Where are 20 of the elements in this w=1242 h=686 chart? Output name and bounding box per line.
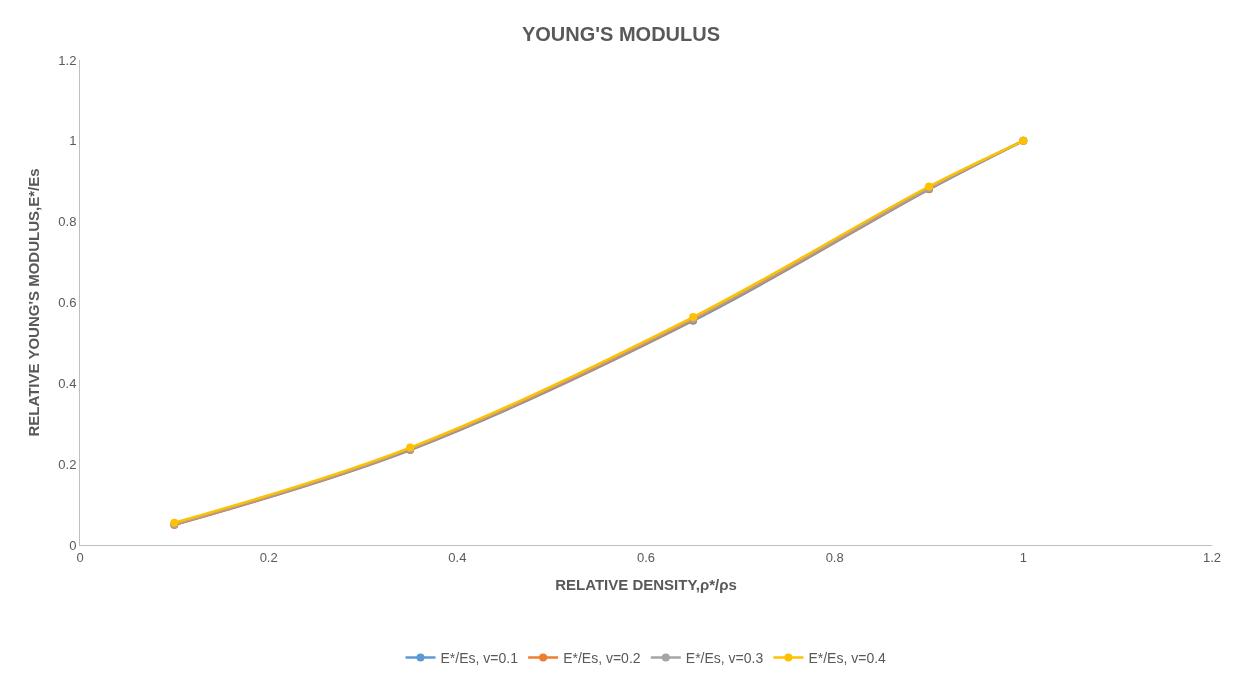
y-tick-label: 0.6	[58, 295, 77, 311]
y-tick-label: 1.2	[58, 52, 77, 68]
x-tick-label: 0.6	[636, 549, 656, 565]
legend-label: E*/Es, v=0.2	[563, 650, 641, 667]
y-tick-label: 1	[69, 133, 77, 149]
legend-label: E*/Es, v=0.3	[685, 650, 764, 667]
y-tick-label: 0.4	[58, 375, 77, 391]
x-tick-label: 0.2	[259, 549, 278, 565]
legend-label: E*/Es, v=0.1	[440, 650, 519, 667]
x-tick-label: 1.2	[1202, 549, 1222, 565]
x-tick-label: 0.8	[825, 549, 844, 565]
x-tick-label: 1	[1019, 549, 1027, 565]
y-tick-label: 0.8	[58, 214, 77, 230]
y-tick-label: 0	[69, 537, 77, 553]
x-axis-title: RELATIVE DENSITY,ρ*/ρs	[555, 575, 737, 593]
x-tick-label: 0.4	[448, 549, 467, 565]
y-axis-title: RELATIVE YOUNG'S MODULUS,E*/Es	[24, 168, 42, 437]
legend-label: E*/Es, v=0.4	[808, 650, 887, 667]
chart-title: YOUNG'S MODULUS	[521, 23, 721, 46]
y-tick-label: 0.2	[58, 456, 77, 472]
